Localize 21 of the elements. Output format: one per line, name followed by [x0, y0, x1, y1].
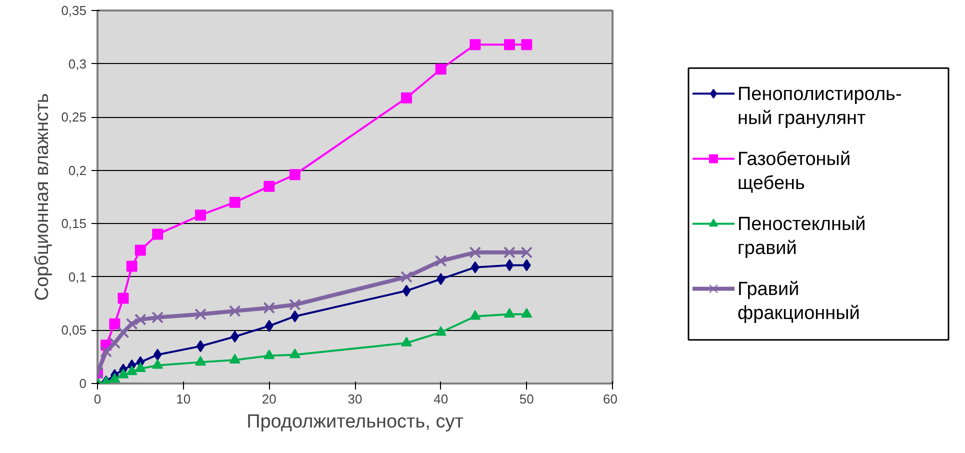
- y-tick-label: 0,2: [68, 162, 87, 178]
- x-tick-label: 40: [434, 392, 448, 406]
- y-tick-label: 0,3: [68, 56, 87, 72]
- x-tick-label: 10: [176, 392, 191, 406]
- x-tick-label: 60: [603, 392, 618, 406]
- y-tick-label: 0: [79, 376, 87, 391]
- y-tick-label: 0,1: [68, 269, 87, 284]
- x-axis-title: Продолжительность, сут: [246, 412, 464, 432]
- y-axis-title: Сорбционная влажнсть: [32, 93, 54, 301]
- legend-label: Газобетоный щебень: [738, 148, 851, 194]
- legend-label: Пеностеклный гравий: [738, 214, 866, 260]
- y-tick-label: 0,25: [61, 110, 87, 125]
- x-tick-label: 20: [262, 392, 276, 406]
- x-tick-label: 50: [519, 392, 534, 406]
- y-tick-label: 0,35: [61, 3, 87, 18]
- y-tick-label: 0,15: [61, 216, 87, 232]
- x-tick-label: 0: [94, 392, 102, 406]
- x-tick-label: 30: [348, 392, 362, 406]
- y-tick-label: 0,05: [61, 322, 87, 338]
- legend-label: Гравий фракционный: [738, 278, 860, 324]
- legend-label: Пенополистироль- ный гранулянт: [738, 84, 902, 129]
